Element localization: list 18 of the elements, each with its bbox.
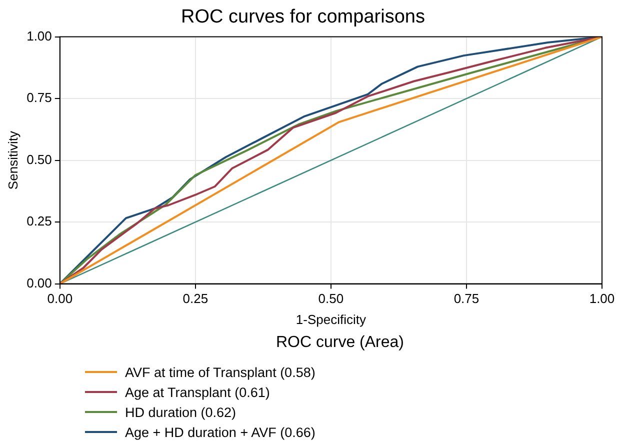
legend-label: HD duration (0.62) — [125, 404, 236, 420]
x-tick-label: 0.75 — [454, 291, 480, 306]
y-tick-label: 0.75 — [26, 90, 52, 106]
x-tick-label: 0.50 — [318, 291, 344, 306]
legend-label: Age at Transplant (0.61) — [125, 384, 270, 400]
y-tick-label: 0.50 — [26, 152, 52, 167]
y-tick-label: 0.00 — [26, 275, 52, 290]
x-axis-title: 1-Specificity — [296, 312, 366, 327]
x-tick-label: 0.25 — [182, 291, 208, 306]
legend-label: Age + HD duration + AVF (0.66) — [125, 424, 316, 440]
x-tick-label: 1.00 — [589, 291, 615, 306]
y-axis-title: Sensitivity — [5, 130, 20, 190]
chart-title: ROC curves for comparisons — [181, 6, 425, 28]
legend-title: ROC curve (Area) — [274, 334, 406, 352]
legend-label: AVF at time of Transplant (0.58) — [125, 364, 316, 380]
y-tick-label: 1.00 — [26, 28, 52, 44]
x-tick-label: 0.00 — [47, 291, 73, 306]
y-tick-label: 0.25 — [26, 214, 52, 229]
